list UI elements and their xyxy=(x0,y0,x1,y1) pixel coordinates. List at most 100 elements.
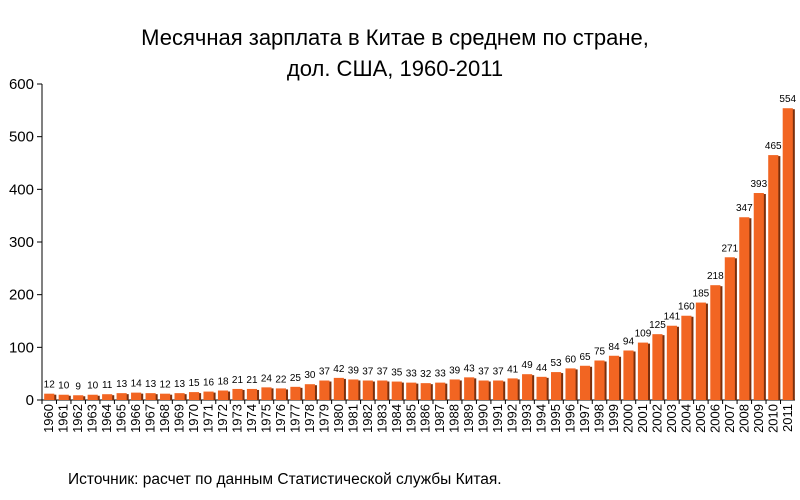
bar xyxy=(87,394,98,400)
y-tick-label: 0 xyxy=(26,392,34,409)
bar xyxy=(145,393,156,400)
x-tick-label: 1999 xyxy=(606,404,621,433)
bar xyxy=(275,388,287,400)
bar xyxy=(666,325,677,400)
data-label: 554 xyxy=(779,94,796,105)
bar xyxy=(608,355,620,400)
bar xyxy=(536,376,547,400)
data-label: 160 xyxy=(678,302,695,313)
x-tick-label: 1981 xyxy=(345,404,360,433)
bar xyxy=(768,155,779,400)
bar xyxy=(391,381,402,400)
bar xyxy=(174,393,185,400)
x-tick-label: 1990 xyxy=(476,404,491,433)
bar xyxy=(739,217,750,400)
data-label: 42 xyxy=(333,364,345,375)
data-label: 43 xyxy=(464,363,476,374)
data-label: 33 xyxy=(435,369,447,380)
x-tick-label: 2006 xyxy=(707,404,722,433)
bar xyxy=(710,285,721,400)
x-tick-label: 1985 xyxy=(403,404,418,433)
x-tick-label: 1967 xyxy=(143,404,158,433)
bar xyxy=(594,360,605,400)
x-tick-label: 1963 xyxy=(85,404,100,433)
x-tick-label: 1988 xyxy=(447,404,462,433)
data-label: 9 xyxy=(75,381,81,392)
bar xyxy=(681,315,692,400)
x-tick-label: 1972 xyxy=(215,404,230,433)
data-label: 16 xyxy=(203,378,215,389)
bar xyxy=(565,368,576,400)
x-tick-label: 1995 xyxy=(548,404,563,433)
bar xyxy=(116,393,127,400)
data-label: 125 xyxy=(649,320,666,331)
data-label: 75 xyxy=(594,347,606,358)
bar xyxy=(362,380,373,400)
data-label: 94 xyxy=(623,336,635,347)
x-tick-label: 2008 xyxy=(736,404,751,433)
data-label: 12 xyxy=(160,380,172,391)
x-tick-label: 2005 xyxy=(693,404,708,433)
data-label: 41 xyxy=(507,364,519,375)
x-tick-label: 1986 xyxy=(418,404,433,433)
x-tick-label: 1993 xyxy=(519,404,534,433)
bar xyxy=(550,372,562,400)
data-label: 65 xyxy=(579,352,591,363)
x-tick-label: 1991 xyxy=(490,404,505,433)
bar xyxy=(464,377,475,400)
bar xyxy=(217,390,229,400)
data-label: 32 xyxy=(420,369,432,380)
x-tick-label: 1962 xyxy=(70,404,85,433)
x-tick-label: 2009 xyxy=(751,404,766,433)
x-tick-label: 1975 xyxy=(258,404,273,433)
bar xyxy=(449,379,460,400)
bar xyxy=(478,380,489,400)
data-label: 37 xyxy=(377,367,389,378)
x-tick-label: 1984 xyxy=(389,404,404,433)
bar xyxy=(782,108,793,400)
x-tick-label: 1982 xyxy=(360,404,375,433)
x-tick-label: 2004 xyxy=(678,404,693,433)
data-label: 11 xyxy=(102,380,113,391)
x-tick-label: 2002 xyxy=(649,404,664,433)
data-label: 347 xyxy=(736,203,753,214)
data-label: 53 xyxy=(551,358,563,369)
bar xyxy=(579,365,591,400)
chart-title: Месячная зарплата в Китае в среднем по с… xyxy=(0,22,790,84)
x-tick-label: 1961 xyxy=(56,404,71,433)
data-label: 37 xyxy=(478,367,490,378)
bar xyxy=(73,395,84,400)
y-tick-label: 300 xyxy=(9,234,34,251)
data-label: 33 xyxy=(406,369,418,380)
x-tick-label: 1978 xyxy=(302,404,317,433)
x-tick-label: 1987 xyxy=(432,404,447,433)
data-label: 185 xyxy=(693,289,710,300)
x-tick-label: 1979 xyxy=(316,404,331,433)
chart-title-line-2: дол. США, 1960-2011 xyxy=(286,56,504,81)
data-label: 15 xyxy=(188,378,200,389)
x-tick-label: 2007 xyxy=(722,404,737,433)
data-label: 13 xyxy=(145,379,157,390)
bar xyxy=(522,374,533,400)
data-label: 39 xyxy=(449,365,461,376)
bar xyxy=(290,386,301,400)
bar xyxy=(188,392,200,400)
data-label: 60 xyxy=(565,354,577,365)
data-label: 218 xyxy=(707,271,724,282)
data-label: 14 xyxy=(131,379,143,390)
y-tick-label: 200 xyxy=(9,287,34,304)
bar xyxy=(261,387,272,400)
data-label: 21 xyxy=(232,375,244,386)
y-tick-label: 100 xyxy=(9,339,34,356)
data-label: 13 xyxy=(174,379,186,390)
bar xyxy=(420,383,431,400)
x-tick-label: 1996 xyxy=(563,404,578,433)
bar xyxy=(435,382,446,400)
y-tick-label: 500 xyxy=(9,129,34,146)
x-tick-label: 2000 xyxy=(620,404,635,433)
x-tick-label: 1994 xyxy=(534,404,549,433)
bar xyxy=(58,394,69,400)
data-label: 44 xyxy=(536,363,548,374)
bar xyxy=(724,257,735,400)
